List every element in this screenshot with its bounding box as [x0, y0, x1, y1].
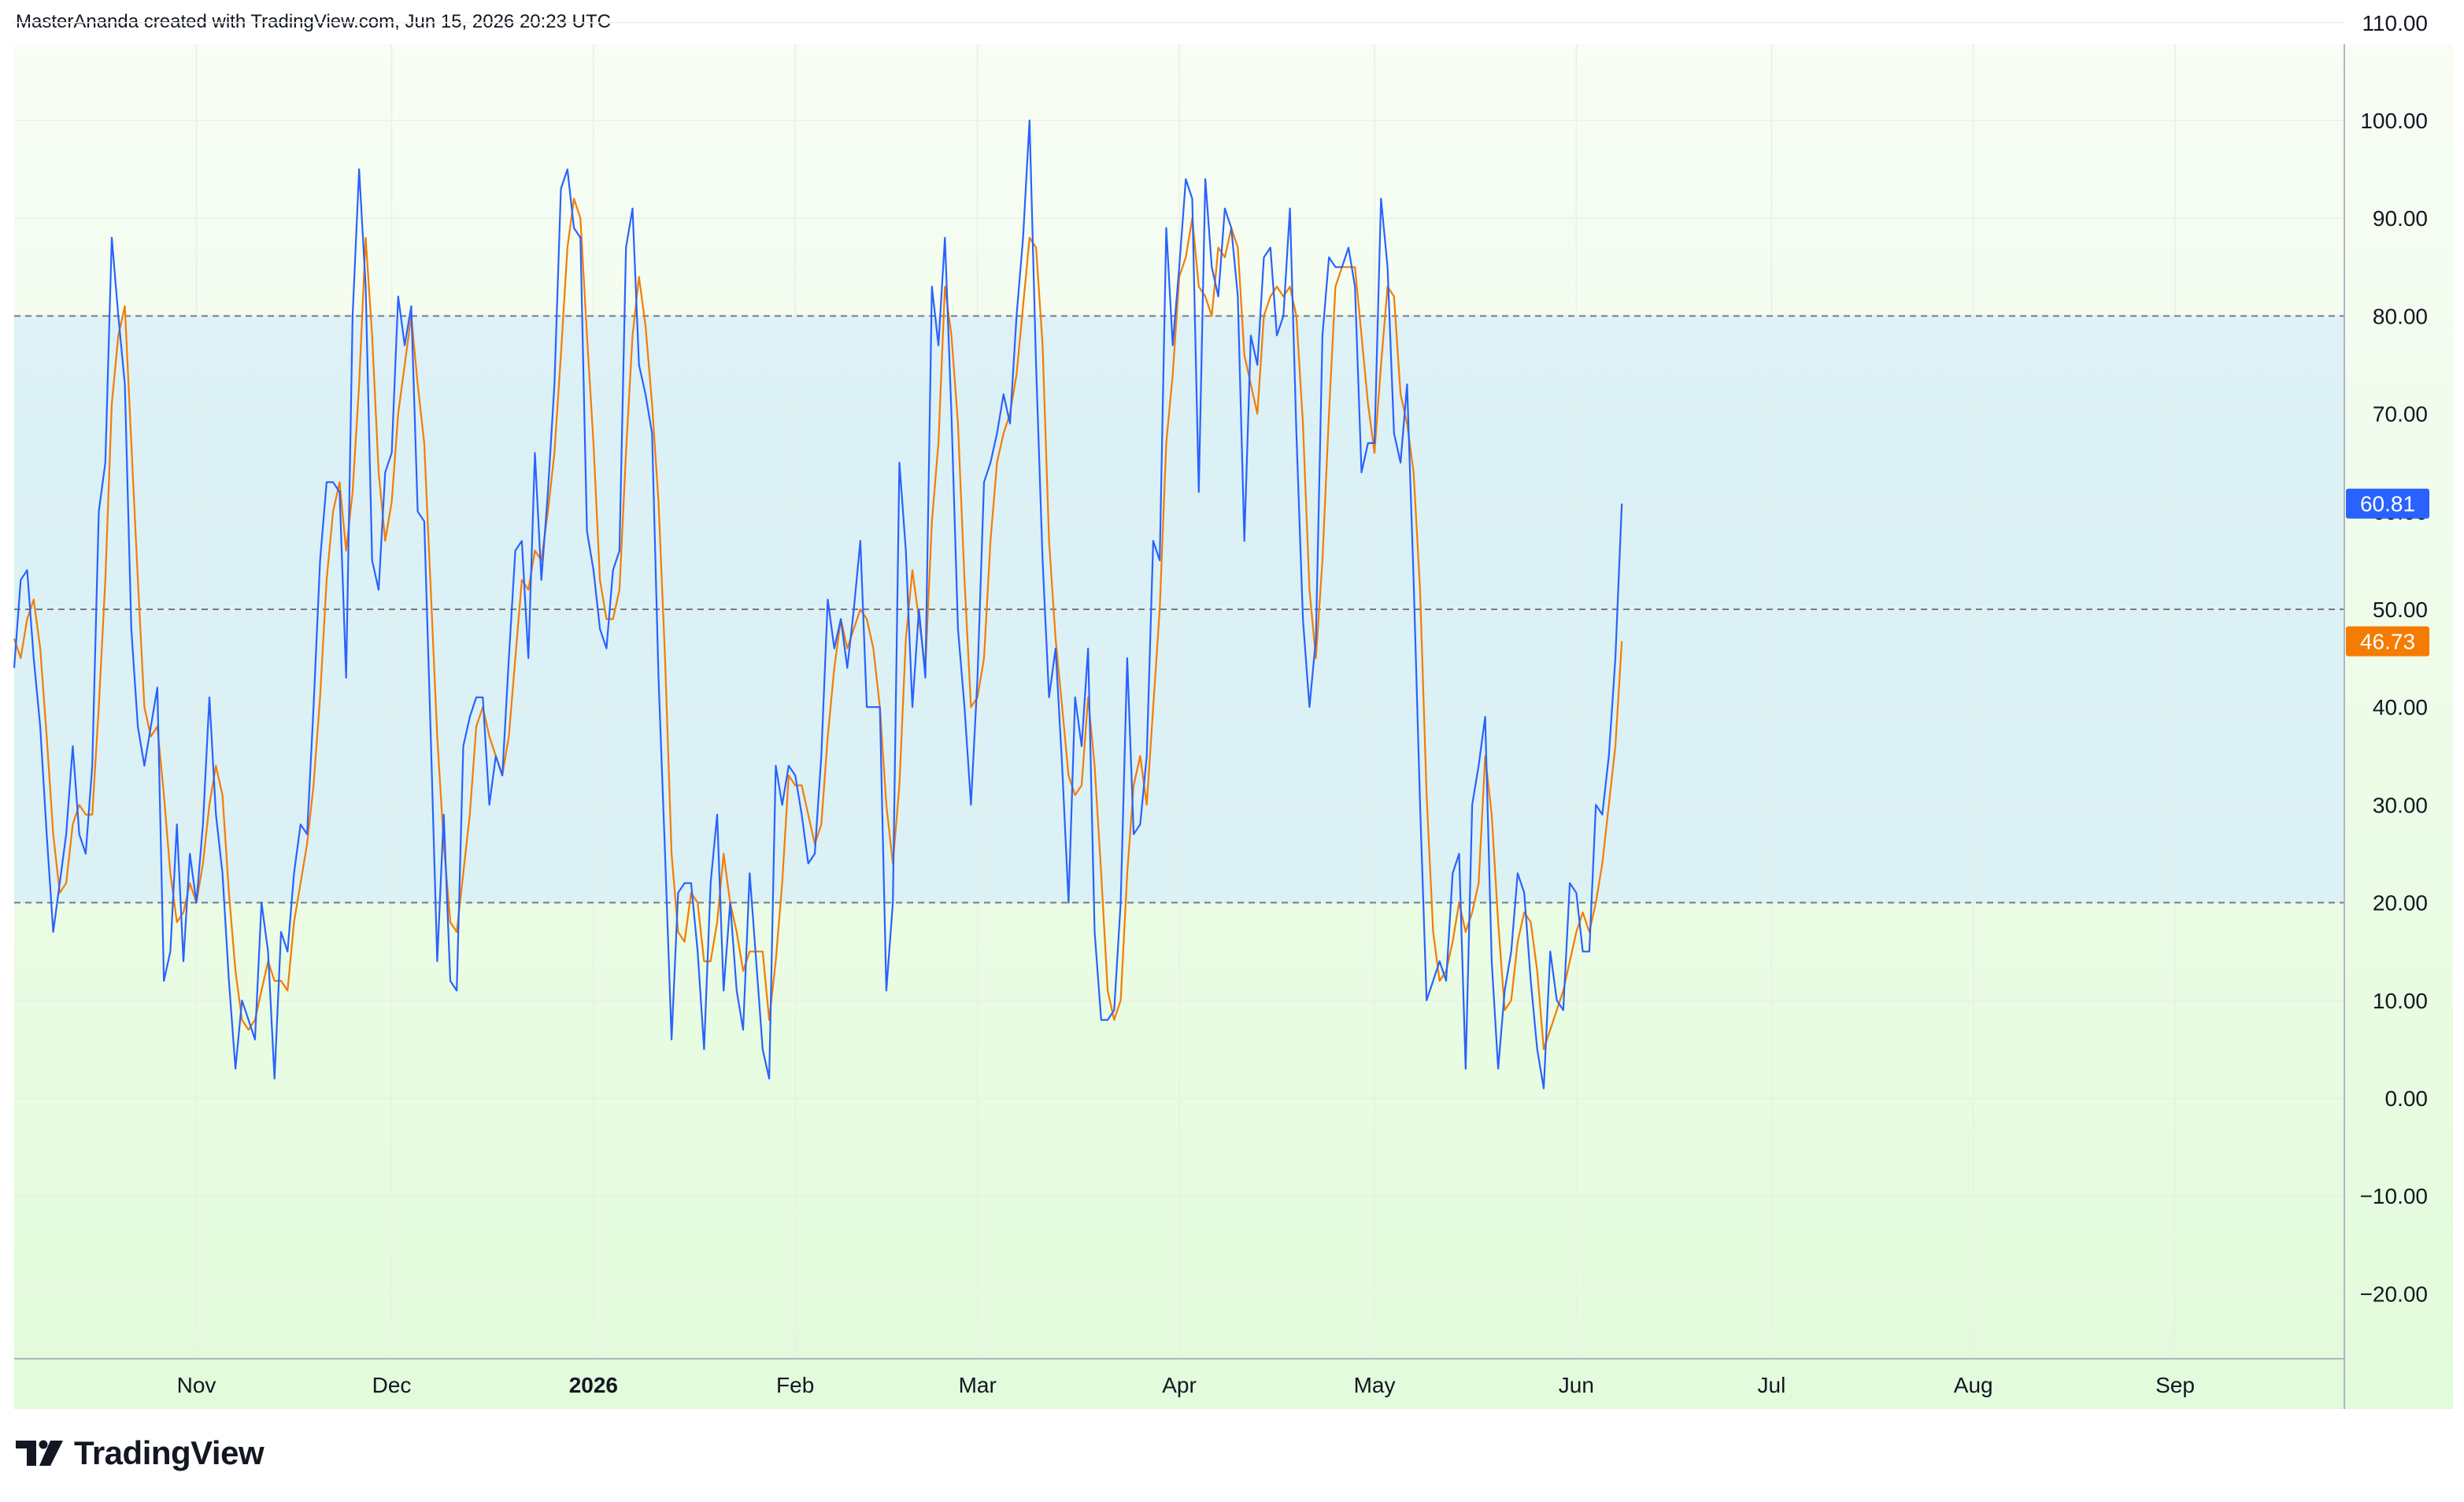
- x-tick-label: Jul: [1758, 1373, 1786, 1397]
- reference-lines: [14, 315, 2344, 904]
- x-tick-label: May: [1354, 1373, 1396, 1397]
- x-tick-label: Apr: [1162, 1373, 1197, 1397]
- k-last-value-badge: [2346, 488, 2429, 519]
- x-tick-label: Dec: [372, 1373, 412, 1397]
- y-tick-label: 0.00: [2385, 1086, 2429, 1111]
- y-tick-label: 90.00: [2373, 206, 2428, 231]
- price-axis[interactable]: 110.00100.0090.0080.0070.0060.0050.0040.…: [2360, 11, 2428, 1307]
- d-last-value-badge-text: 46.73: [2360, 630, 2415, 654]
- k-last-value-badge-text: 60.81: [2360, 492, 2415, 516]
- y-tick-label: 30.00: [2373, 793, 2428, 817]
- tradingview-logo[interactable]: TradingView: [16, 1434, 265, 1472]
- d-line-series: [13, 198, 1623, 1051]
- grid-lines: [14, 22, 2344, 1359]
- tradingview-logo-icon: [16, 1440, 63, 1466]
- time-axis[interactable]: Nov Dec 2026 Feb Mar Apr May Jun Jul Aug Sep: [177, 1373, 2195, 1397]
- x-tick-label: Feb: [776, 1373, 814, 1397]
- chart-attribution: MasterAnanda created with TradingView.co…: [16, 11, 611, 32]
- x-tick-label: Aug: [1954, 1373, 1993, 1397]
- y-tick-label: 40.00: [2373, 695, 2428, 720]
- y-tick-label: 50.00: [2373, 597, 2428, 622]
- series-layer: [13, 119, 1623, 1090]
- y-tick-label: −10.00: [2360, 1184, 2428, 1208]
- y-tick-label: 70.00: [2373, 402, 2428, 427]
- tradingview-logo-text: TradingView: [74, 1434, 265, 1471]
- y-tick-label: 80.00: [2373, 304, 2428, 328]
- k-line-series: [13, 119, 1623, 1090]
- y-tick-label: 20.00: [2373, 891, 2428, 916]
- d-last-value-badge: [2346, 626, 2429, 657]
- x-tick-label: Mar: [959, 1373, 997, 1397]
- x-tick-label: Jun: [1559, 1373, 1594, 1397]
- y-tick-label: 10.00: [2373, 989, 2428, 1013]
- x-tick-label: 2026: [569, 1373, 618, 1397]
- y-tick-label: 100.00: [2360, 109, 2428, 133]
- y-tick-label: −20.00: [2360, 1282, 2428, 1306]
- x-tick-label: Nov: [177, 1373, 216, 1397]
- y-tick-label: 110.00: [2362, 11, 2428, 35]
- x-tick-label: Sep: [2155, 1373, 2195, 1397]
- last-value-badges: 60.81 46.73: [2346, 488, 2429, 657]
